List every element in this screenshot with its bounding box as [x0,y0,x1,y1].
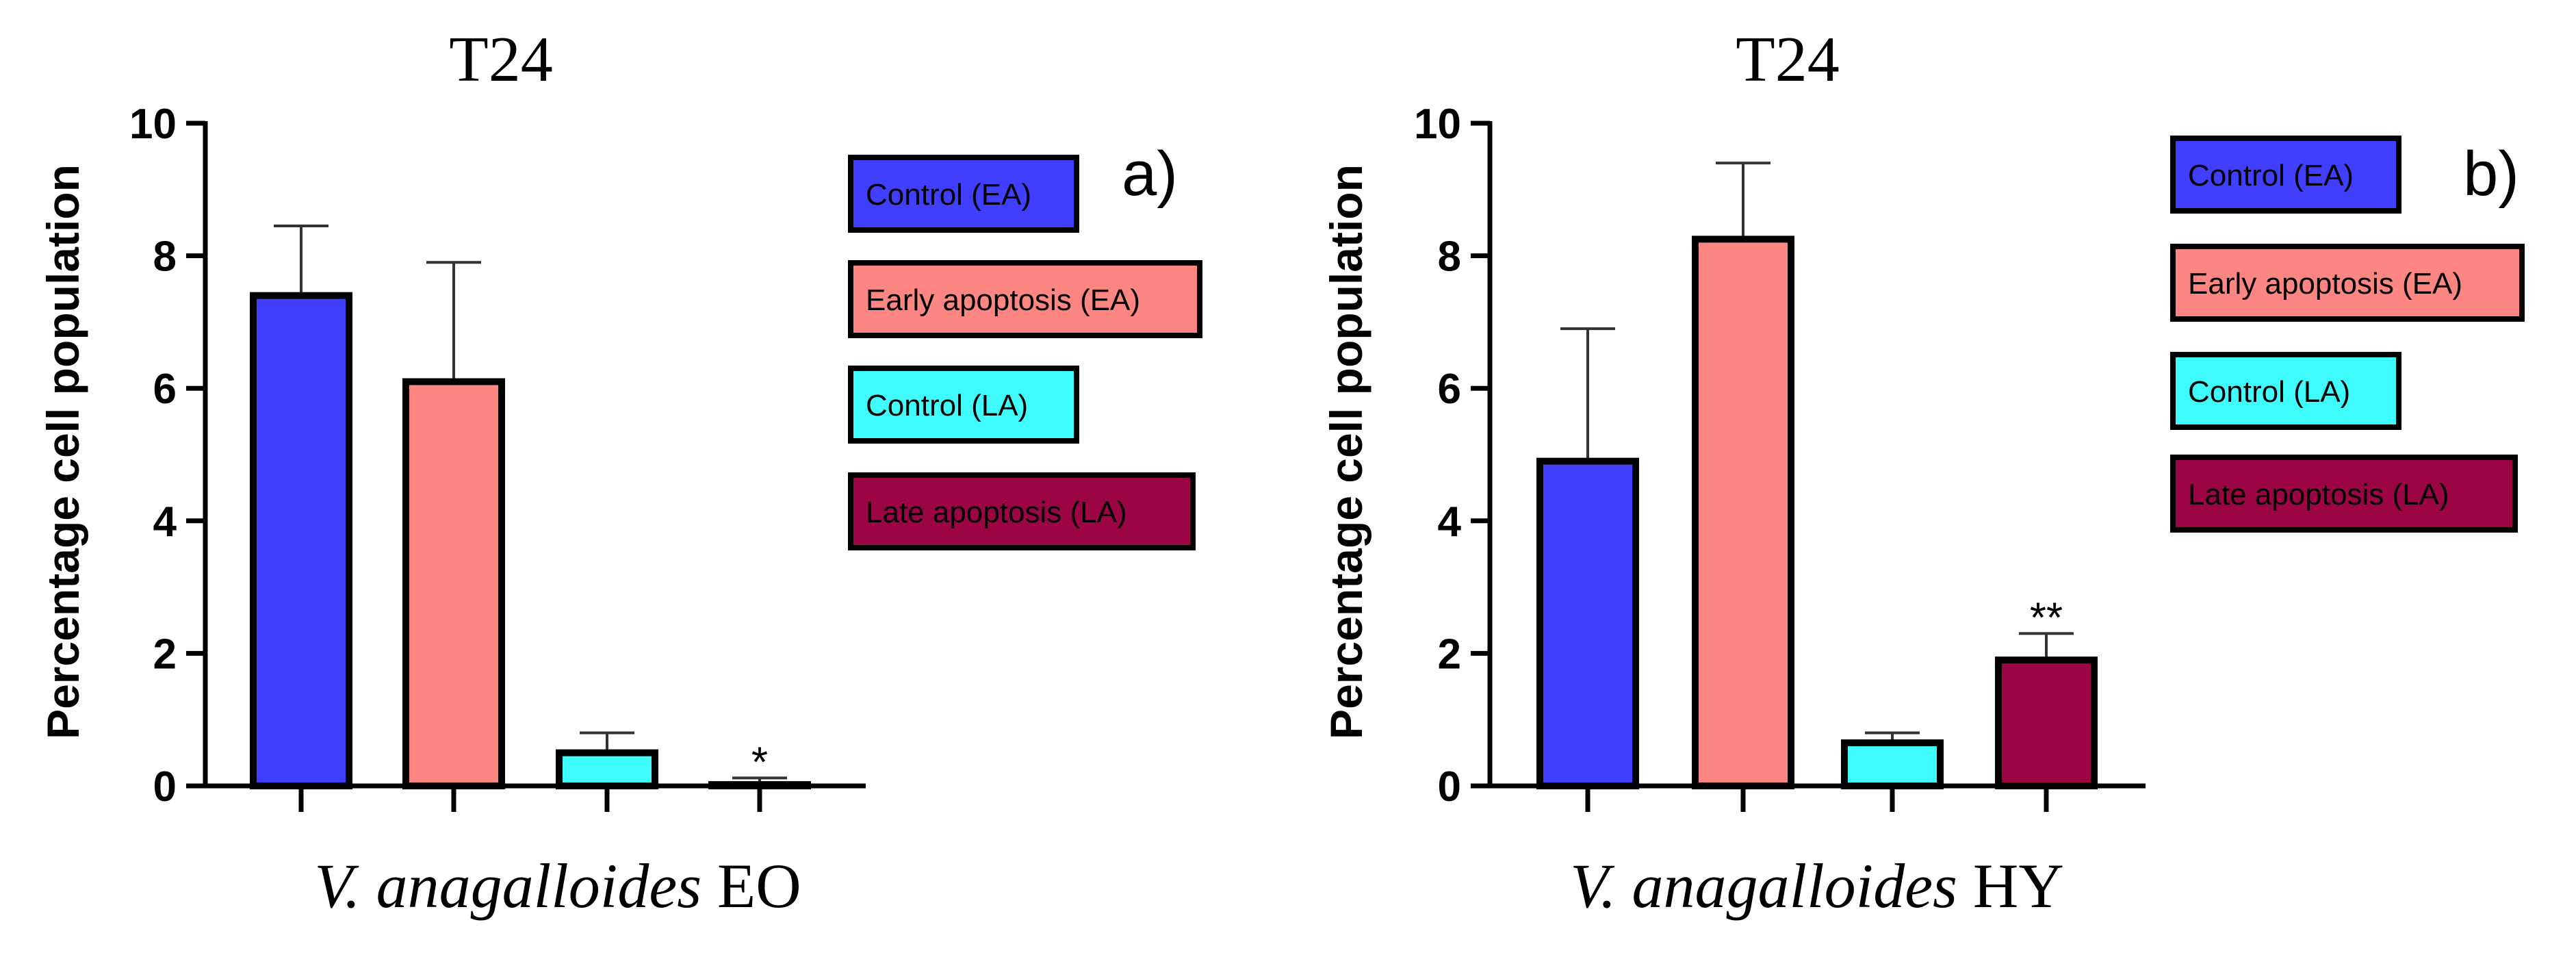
legend-label-early-apoptosis: Early apoptosis (EA) [2188,267,2462,301]
legend: Control (EA) Early apoptosis (EA) Control … [2170,136,2525,533]
x-axis-label-species: V. anagalloides [314,851,701,921]
legend-label-late-apoptosis: Late apoptosis (LA) [2188,478,2449,511]
x-axis-label-extract: HY [1973,851,2064,921]
x-axis-label-extract: EO [717,851,801,921]
legend-label-control-la: Control (LA) [866,389,1028,422]
y-axis-label: Percentage cell population [1321,164,1371,739]
panel-label: b) [2463,139,2519,209]
bar-control-la [556,749,658,789]
legend: Control (EA) Early apoptosis (EA) Control … [848,155,1202,550]
bar-early-apoptosis [1692,235,1794,789]
y-tick-label: 6 [1438,366,1461,413]
y-tick-label: 10 [1414,101,1461,148]
bar-control-ea [1536,457,1639,789]
panel-label: a) [1122,139,1178,209]
legend-swatch-early-apoptosis [848,260,1202,338]
legend-swatch-late-apoptosis [848,472,1196,550]
legend-label-early-apoptosis: Early apoptosis (EA) [866,283,1140,317]
bar-early-apoptosis [402,378,505,789]
legend-swatch-late-apoptosis [2170,455,2518,533]
x-axis-label: V. anagalloides HY [1570,851,2064,921]
chart-title: T24 [449,24,552,95]
y-tick-label: 4 [153,498,177,546]
x-axis-label-species: V. anagalloides [1570,851,1957,921]
y-tick-label: 8 [153,233,177,281]
chart-title: T24 [1736,24,1839,95]
legend-swatch-control-la [848,366,1079,444]
y-tick-label: 2 [153,631,177,678]
bar-late-apoptosis [1995,657,2098,790]
legend-label-control-la: Control (LA) [2188,375,2350,409]
legend-swatch-control-la [2170,352,2401,430]
significance-marker: * [751,739,768,786]
panel-b: T24 b) Percentage cell population V. ana… [1321,24,2525,921]
x-axis-label: V. anagalloides EO [314,851,801,921]
bars: ** [1536,162,2098,790]
y-tick-label: 0 [153,763,177,811]
y-axis-label: Percentage cell population [38,164,88,739]
y-tick-label: 0 [1438,763,1461,811]
bars: * [250,225,811,789]
y-tick-label: 6 [153,366,177,413]
significance-marker: ** [2030,594,2063,641]
legend-label-control-ea: Control (EA) [866,178,1031,212]
legend-swatch-control-ea [848,155,1079,233]
y-tick-label: 2 [1438,631,1461,678]
legend-label-control-ea: Control (EA) [2188,159,2354,192]
bar-control-ea [250,292,352,789]
y-tick-label: 8 [1438,233,1461,281]
bar-control-la [1841,739,1944,789]
panel-a: T24 a) Percentage cell population V. ana… [38,24,1202,921]
legend-swatch-early-apoptosis [2170,244,2525,322]
y-tick-label: 4 [1438,498,1462,546]
bar-late-apoptosis [708,781,811,789]
y-tick-label: 10 [129,101,177,148]
legend-swatch-control-ea [2170,136,2401,214]
legend-label-late-apoptosis: Late apoptosis (LA) [866,496,1127,529]
